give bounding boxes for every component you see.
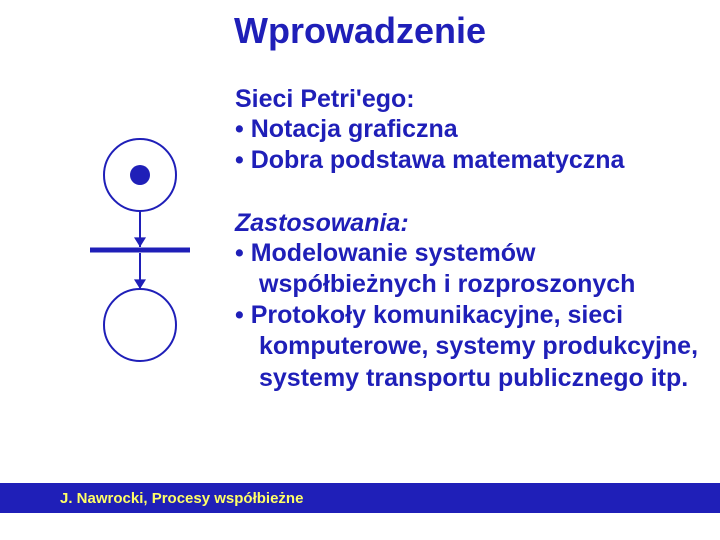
footer-text: J. Nawrocki, Procesy współbieżne <box>60 490 303 507</box>
slide: Wprowadzenie Sieci Petri'ego: Notacja gr… <box>0 0 720 540</box>
section2-heading: Zastosowania: <box>235 209 705 238</box>
section2-list: Modelowanie systemów współbieżnych i roz… <box>235 238 705 394</box>
content-area: Sieci Petri'ego: Notacja graficzna Dobra… <box>235 85 705 394</box>
list-item: Dobra podstawa matematyczna <box>235 145 705 176</box>
list-item: Modelowanie systemów współbieżnych i roz… <box>235 238 705 301</box>
spacer <box>235 177 705 209</box>
petri-net-svg <box>80 135 200 365</box>
petri-net-diagram <box>80 135 200 370</box>
list-item: Protokoły komunikacyjne, sieci komputero… <box>235 300 705 394</box>
section1-list: Notacja graficzna Dobra podstawa matemat… <box>235 114 705 177</box>
section1-heading: Sieci Petri'ego: <box>235 85 705 114</box>
footer-bar: J. Nawrocki, Procesy współbieżne <box>0 483 720 513</box>
list-item: Notacja graficzna <box>235 114 705 145</box>
slide-title: Wprowadzenie <box>0 10 720 52</box>
